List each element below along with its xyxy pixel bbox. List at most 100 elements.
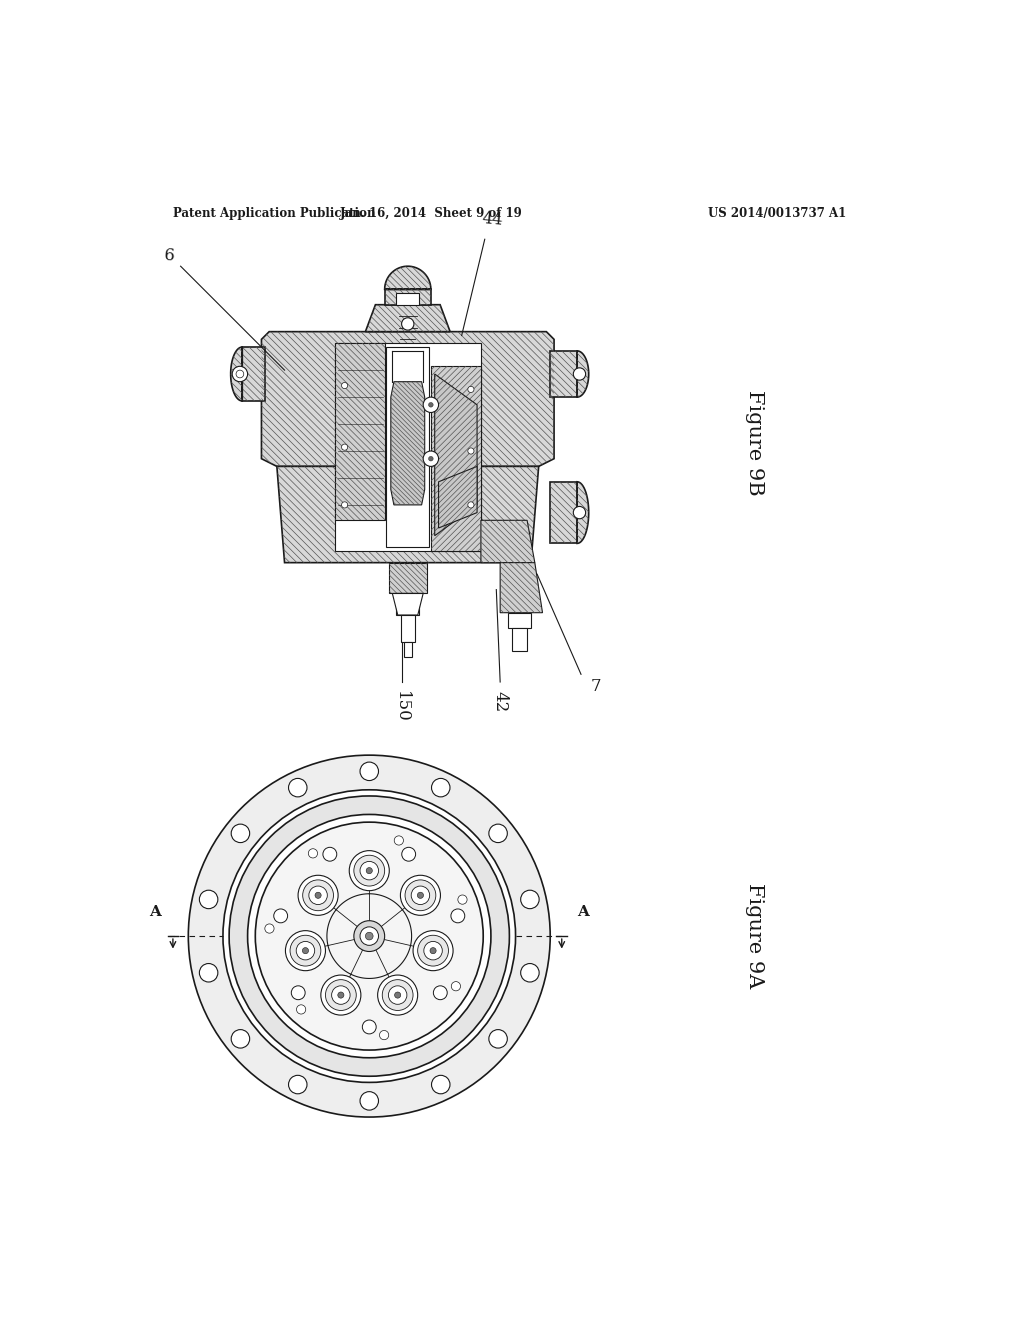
Text: Patent Application Publication: Patent Application Publication bbox=[173, 207, 376, 220]
Text: Figure 9B: Figure 9B bbox=[744, 391, 764, 496]
Circle shape bbox=[342, 444, 348, 450]
Circle shape bbox=[298, 875, 338, 915]
Bar bbox=[335, 343, 481, 552]
Circle shape bbox=[431, 1076, 450, 1094]
Circle shape bbox=[367, 867, 373, 874]
Circle shape bbox=[265, 924, 274, 933]
Circle shape bbox=[431, 779, 450, 797]
Text: US 2014/0013737 A1: US 2014/0013737 A1 bbox=[708, 207, 846, 220]
Circle shape bbox=[308, 849, 317, 858]
Circle shape bbox=[188, 755, 550, 1117]
Circle shape bbox=[401, 847, 416, 861]
Circle shape bbox=[315, 892, 322, 899]
Circle shape bbox=[297, 1005, 306, 1014]
Circle shape bbox=[296, 941, 314, 960]
Circle shape bbox=[423, 397, 438, 413]
Bar bbox=[508, 612, 531, 628]
Circle shape bbox=[349, 850, 389, 891]
Circle shape bbox=[360, 762, 379, 780]
Circle shape bbox=[232, 366, 248, 381]
Circle shape bbox=[430, 948, 436, 954]
Circle shape bbox=[200, 890, 218, 908]
Circle shape bbox=[366, 932, 373, 940]
Circle shape bbox=[223, 789, 515, 1082]
Polygon shape bbox=[578, 482, 589, 544]
Polygon shape bbox=[388, 562, 427, 594]
Circle shape bbox=[423, 451, 438, 466]
Bar bbox=[396, 594, 419, 615]
Text: 7: 7 bbox=[591, 678, 602, 696]
Circle shape bbox=[273, 909, 288, 923]
Text: A: A bbox=[150, 906, 162, 919]
Circle shape bbox=[200, 964, 218, 982]
Text: Jan. 16, 2014  Sheet 9 of 19: Jan. 16, 2014 Sheet 9 of 19 bbox=[340, 207, 522, 220]
Polygon shape bbox=[500, 562, 543, 612]
Bar bbox=[512, 628, 527, 651]
Circle shape bbox=[413, 931, 453, 970]
Circle shape bbox=[418, 936, 449, 966]
Polygon shape bbox=[550, 482, 578, 544]
Circle shape bbox=[412, 886, 430, 904]
Polygon shape bbox=[261, 331, 554, 466]
Circle shape bbox=[468, 447, 474, 454]
Circle shape bbox=[360, 1092, 379, 1110]
Polygon shape bbox=[481, 520, 535, 562]
Circle shape bbox=[231, 824, 250, 842]
Polygon shape bbox=[366, 305, 451, 331]
Circle shape bbox=[573, 507, 586, 519]
Circle shape bbox=[332, 986, 350, 1005]
Circle shape bbox=[321, 975, 360, 1015]
Circle shape bbox=[458, 895, 467, 904]
Circle shape bbox=[354, 921, 385, 952]
Circle shape bbox=[378, 975, 418, 1015]
Circle shape bbox=[338, 993, 344, 998]
Circle shape bbox=[452, 982, 461, 991]
Circle shape bbox=[326, 979, 356, 1011]
Text: A: A bbox=[578, 906, 589, 919]
Circle shape bbox=[342, 502, 348, 508]
Circle shape bbox=[323, 847, 337, 861]
Polygon shape bbox=[550, 351, 578, 397]
Circle shape bbox=[394, 993, 400, 998]
Circle shape bbox=[229, 796, 509, 1076]
Circle shape bbox=[424, 941, 442, 960]
Polygon shape bbox=[335, 343, 385, 520]
Text: 42: 42 bbox=[492, 692, 509, 713]
Circle shape bbox=[468, 387, 474, 392]
Circle shape bbox=[286, 931, 326, 970]
Polygon shape bbox=[435, 374, 477, 536]
Polygon shape bbox=[385, 289, 431, 305]
Circle shape bbox=[429, 457, 433, 461]
Circle shape bbox=[354, 855, 385, 886]
Text: Figure 9A: Figure 9A bbox=[744, 883, 764, 989]
Circle shape bbox=[406, 880, 436, 911]
Circle shape bbox=[303, 880, 334, 911]
Bar bbox=[386, 347, 429, 548]
Circle shape bbox=[290, 936, 321, 966]
Circle shape bbox=[468, 502, 474, 508]
Circle shape bbox=[418, 892, 424, 899]
Circle shape bbox=[520, 890, 540, 908]
Bar bbox=[396, 293, 419, 305]
Circle shape bbox=[362, 1020, 376, 1034]
Circle shape bbox=[400, 875, 440, 915]
Circle shape bbox=[429, 403, 433, 407]
Polygon shape bbox=[243, 347, 265, 401]
Circle shape bbox=[520, 964, 540, 982]
Text: 44: 44 bbox=[481, 210, 504, 230]
Polygon shape bbox=[391, 381, 425, 506]
Circle shape bbox=[309, 886, 328, 904]
Polygon shape bbox=[230, 347, 243, 401]
Polygon shape bbox=[438, 466, 477, 528]
Bar bbox=[400, 615, 415, 642]
Circle shape bbox=[289, 779, 307, 797]
Circle shape bbox=[433, 986, 447, 999]
Circle shape bbox=[394, 836, 403, 845]
Circle shape bbox=[342, 383, 348, 388]
Text: 6: 6 bbox=[164, 247, 175, 264]
Circle shape bbox=[382, 979, 413, 1011]
Circle shape bbox=[360, 862, 379, 880]
Polygon shape bbox=[385, 267, 431, 289]
Circle shape bbox=[401, 318, 414, 330]
Circle shape bbox=[291, 986, 305, 999]
